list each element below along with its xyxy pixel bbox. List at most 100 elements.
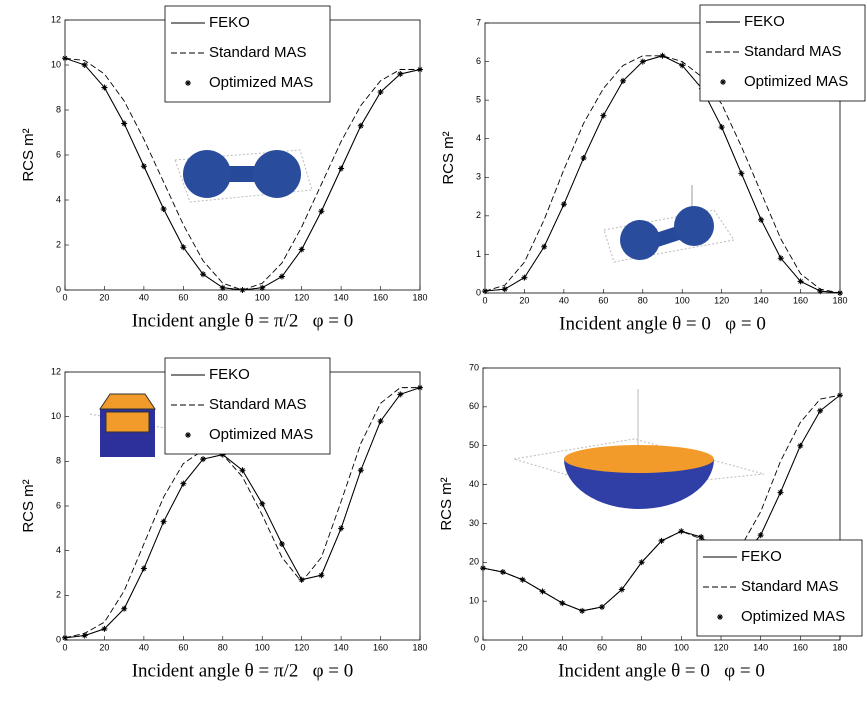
x-tick-label: 100 [255, 292, 270, 302]
x-tick-label: 160 [793, 295, 808, 305]
x-tick-label: 20 [99, 292, 109, 302]
data-point [219, 451, 226, 458]
y-tick-label: 7 [476, 17, 481, 27]
x-tick-label: 40 [139, 292, 149, 302]
data-point [539, 588, 546, 595]
x-axis-label: Incident angle θ = 0 φ = 0 [558, 660, 765, 681]
data-point [101, 84, 108, 91]
x-tick-label: 140 [334, 642, 349, 652]
x-tick-label: 40 [139, 642, 149, 652]
data-point [659, 52, 666, 59]
x-tick-label: 180 [412, 642, 427, 652]
y-axis-label: RCS m² [438, 477, 455, 530]
data-point [521, 274, 528, 281]
chart-panel: 0 20 40 60 80 100 120 140 160 180 0 10 20 30 40 50 60 70 I… [438, 362, 863, 681]
y-tick-label: 0 [476, 287, 481, 297]
data-point [618, 586, 625, 593]
data-point [837, 290, 843, 296]
x-tick-label: 80 [218, 642, 228, 652]
legend-label: Standard MAS [209, 396, 307, 413]
y-tick-label: 0 [56, 284, 61, 294]
data-point [298, 576, 305, 583]
y-tick-label: 12 [51, 366, 61, 376]
data-point [678, 528, 685, 535]
y-tick-label: 3 [476, 172, 481, 182]
y-tick-label: 2 [476, 210, 481, 220]
x-tick-label: 20 [99, 642, 109, 652]
x-tick-label: 40 [559, 295, 569, 305]
data-point [579, 607, 586, 614]
x-tick-label: 140 [753, 642, 768, 652]
data-point [239, 287, 246, 293]
y-tick-label: 50 [469, 440, 479, 450]
x-tick-label: 120 [294, 642, 309, 652]
data-point [499, 569, 506, 575]
data-point [140, 163, 147, 170]
y-axis-label: RCS m² [20, 128, 37, 181]
data-point [777, 255, 784, 262]
y-tick-label: 10 [51, 59, 61, 69]
legend-label: Standard MAS [744, 43, 842, 60]
data-point [259, 500, 266, 507]
data-point [278, 540, 285, 547]
data-point [738, 170, 745, 177]
y-tick-label: 4 [56, 194, 61, 204]
data-point [718, 124, 725, 131]
x-axis-label: Incident angle θ = 0 φ = 0 [559, 313, 766, 334]
y-tick-label: 40 [469, 479, 479, 489]
series-line [64, 387, 420, 639]
y-tick-label: 6 [476, 56, 481, 66]
x-tick-label: 20 [518, 642, 528, 652]
data-point [600, 112, 607, 119]
data-point [679, 62, 686, 69]
legend-box [696, 539, 863, 637]
data-point [777, 489, 784, 496]
inset-dumbbell [174, 149, 313, 203]
data-point [501, 286, 508, 293]
data-point [480, 565, 486, 572]
legend-label: Optimized MAS [209, 426, 313, 443]
data-point [758, 216, 765, 223]
data-point [639, 58, 646, 65]
legend-label: FEKO [209, 14, 250, 31]
data-point [160, 518, 167, 525]
legend-box [699, 4, 866, 102]
data-point [160, 206, 167, 212]
x-tick-label: 0 [62, 642, 67, 652]
data-point [797, 278, 804, 285]
data-point [298, 246, 305, 253]
data-point [81, 632, 88, 639]
data-point [698, 534, 705, 541]
data-point [180, 480, 187, 487]
x-tick-label: 60 [598, 295, 608, 305]
data-point [559, 600, 566, 607]
y-tick-label: 12 [51, 14, 61, 24]
data-point [101, 625, 108, 632]
data-point [817, 407, 824, 414]
x-tick-label: 0 [480, 642, 485, 652]
x-axis-label: Incident angle θ = π/2 φ = 0 [132, 310, 354, 331]
data-point [620, 77, 627, 84]
inset-dumbbell [603, 185, 735, 263]
x-tick-label: 60 [178, 292, 188, 302]
y-tick-label: 1 [476, 249, 481, 259]
y-tick-label: 10 [51, 411, 61, 421]
x-tick-label: 0 [62, 292, 67, 302]
data-point [121, 605, 128, 612]
data-point [519, 576, 526, 583]
data-point [417, 384, 423, 391]
data-point [757, 532, 764, 539]
inset-hemisphere [513, 389, 765, 509]
data-point [259, 284, 266, 291]
data-point [377, 89, 384, 95]
data-point [239, 467, 246, 474]
y-tick-label: 8 [56, 456, 61, 466]
data-point [121, 120, 128, 127]
x-axis-label: Incident angle θ = π/2 φ = 0 [132, 660, 354, 681]
x-tick-label: 80 [218, 292, 228, 302]
x-tick-label: 100 [674, 642, 689, 652]
x-tick-label: 60 [178, 642, 188, 652]
x-tick-label: 160 [373, 642, 388, 652]
chart-panel: 0 20 40 60 80 100 120 140 160 180 0 2 4 6 8 10 12 Inciden… [20, 357, 428, 681]
